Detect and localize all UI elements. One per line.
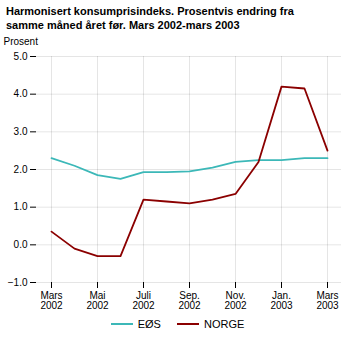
- html-text:NORGE: NORGE: [203, 318, 245, 330]
- html-text:EØS: EØS: [137, 318, 161, 330]
- svg-text:Mars2002: Mars2002: [40, 290, 63, 311]
- svg-text:4.0: 4.0: [14, 88, 28, 99]
- svg-text:−1.0: −1.0: [8, 277, 28, 288]
- svg-text:5.0: 5.0: [14, 51, 28, 62]
- svg-text:2.0: 2.0: [14, 164, 28, 175]
- svg-text:Mars2003: Mars2003: [316, 290, 339, 311]
- svg-text:Nov.2002: Nov.2002: [224, 290, 247, 311]
- svg-text:Prosent: Prosent: [4, 36, 39, 47]
- svg-text:Sep.2002: Sep.2002: [178, 290, 201, 311]
- svg-text:Mai2002: Mai2002: [86, 290, 109, 311]
- svg-text:0.0: 0.0: [14, 239, 28, 250]
- html-text:Harmonisert konsumprisindeks.: Harmonisert konsumprisindeks. Prosentvis…: [6, 5, 294, 31]
- svg-text:Jan.2003: Jan.2003: [270, 290, 293, 311]
- svg-text:Juli2002: Juli2002: [132, 290, 155, 311]
- svg-text:3.0: 3.0: [14, 126, 28, 137]
- svg-text:1.0: 1.0: [14, 201, 28, 212]
